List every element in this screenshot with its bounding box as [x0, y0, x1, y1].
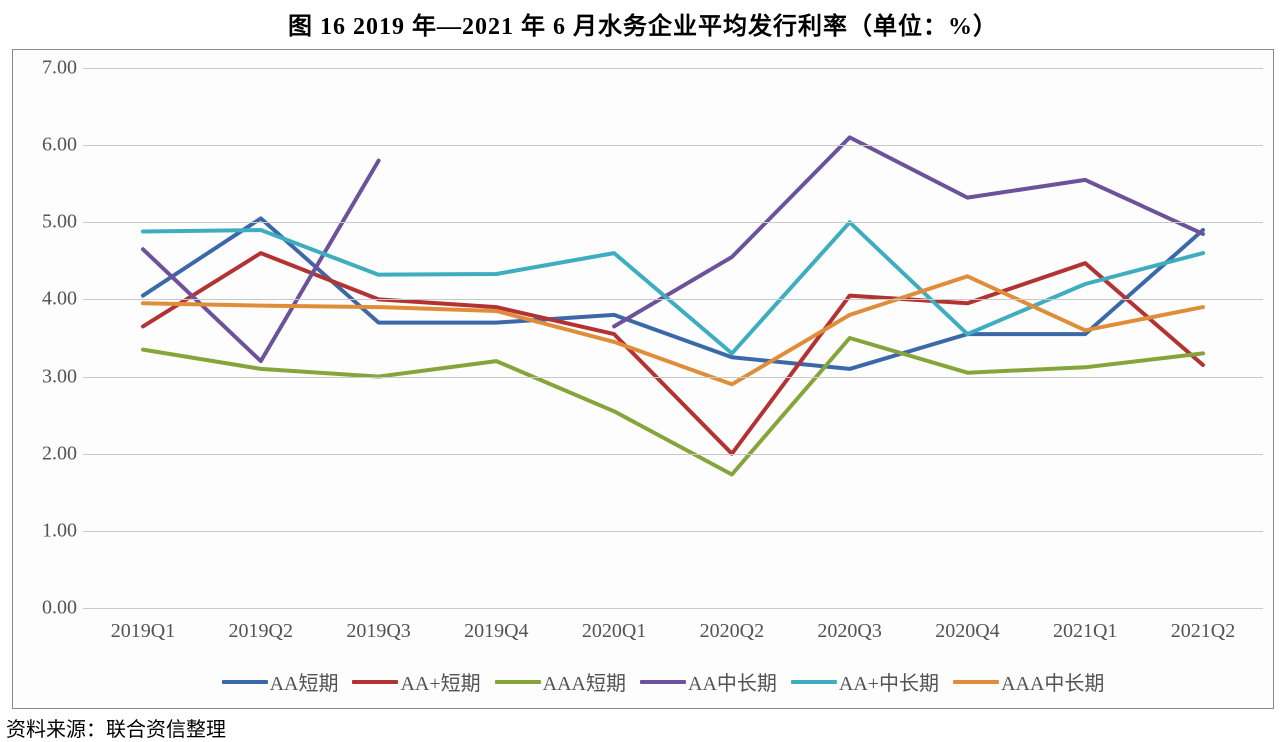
legend-swatch	[495, 680, 541, 684]
gridline	[83, 68, 1263, 69]
xtick-label: 2019Q4	[464, 620, 528, 643]
xtick-label: 2019Q3	[346, 620, 410, 643]
ytick-label: 7.00	[29, 57, 77, 80]
legend-label: AAA中长期	[1001, 667, 1104, 696]
gridline	[83, 145, 1263, 146]
legend-item: AA+短期	[352, 667, 480, 696]
plot-area: 0.001.002.003.004.005.006.007.002019Q120…	[83, 68, 1263, 608]
series-line	[143, 253, 1203, 454]
xtick-label: 2021Q2	[1171, 620, 1235, 643]
legend-item: AA中长期	[640, 667, 777, 696]
xtick-label: 2020Q1	[582, 620, 646, 643]
legend-item: AA短期	[222, 667, 339, 696]
ytick-label: 4.00	[29, 288, 77, 311]
legend-swatch	[953, 680, 999, 684]
chart-title: 图 16 2019 年—2021 年 6 月水务企业平均发行利率（单位：%）	[0, 0, 1286, 41]
xtick-label: 2019Q1	[111, 620, 175, 643]
legend-label: AA短期	[270, 667, 339, 696]
gridline	[83, 377, 1263, 378]
legend-swatch	[222, 680, 268, 684]
ytick-label: 0.00	[29, 597, 77, 620]
legend-label: AA+中长期	[839, 667, 939, 696]
series-line	[143, 137, 1203, 361]
source-note: 资料来源：联合资信整理	[6, 713, 1286, 742]
legend-item: AAA短期	[495, 667, 626, 696]
ytick-label: 6.00	[29, 134, 77, 157]
ytick-label: 5.00	[29, 211, 77, 234]
legend-swatch	[791, 680, 837, 684]
xtick-label: 2020Q4	[935, 620, 999, 643]
legend-item: AA+中长期	[791, 667, 939, 696]
chart-svg	[83, 68, 1263, 608]
xtick-label: 2021Q1	[1053, 620, 1117, 643]
legend-label: AA+短期	[400, 667, 480, 696]
legend-swatch	[352, 680, 398, 684]
xtick-label: 2020Q2	[700, 620, 764, 643]
legend-swatch	[640, 680, 686, 684]
xtick-label: 2020Q3	[817, 620, 881, 643]
legend: AA短期 AA+短期 AAA短期 AA中长期 AA+中长期 AAA中长期	[73, 667, 1253, 696]
ytick-label: 2.00	[29, 442, 77, 465]
chart-frame: 0.00 1.00 2.00 3.00 4.00 5.00 6.00 7.00 2019Q1 20…	[12, 49, 1274, 709]
gridline	[83, 531, 1263, 532]
ytick-label: 1.00	[29, 519, 77, 542]
legend-item: AAA中长期	[953, 667, 1104, 696]
legend-label: AA中长期	[688, 667, 777, 696]
xtick-label: 2019Q2	[229, 620, 293, 643]
legend-label: AAA短期	[543, 667, 626, 696]
gridline	[83, 608, 1263, 609]
gridline	[83, 222, 1263, 223]
gridline	[83, 299, 1263, 300]
gridline	[83, 454, 1263, 455]
ytick-label: 3.00	[29, 365, 77, 388]
